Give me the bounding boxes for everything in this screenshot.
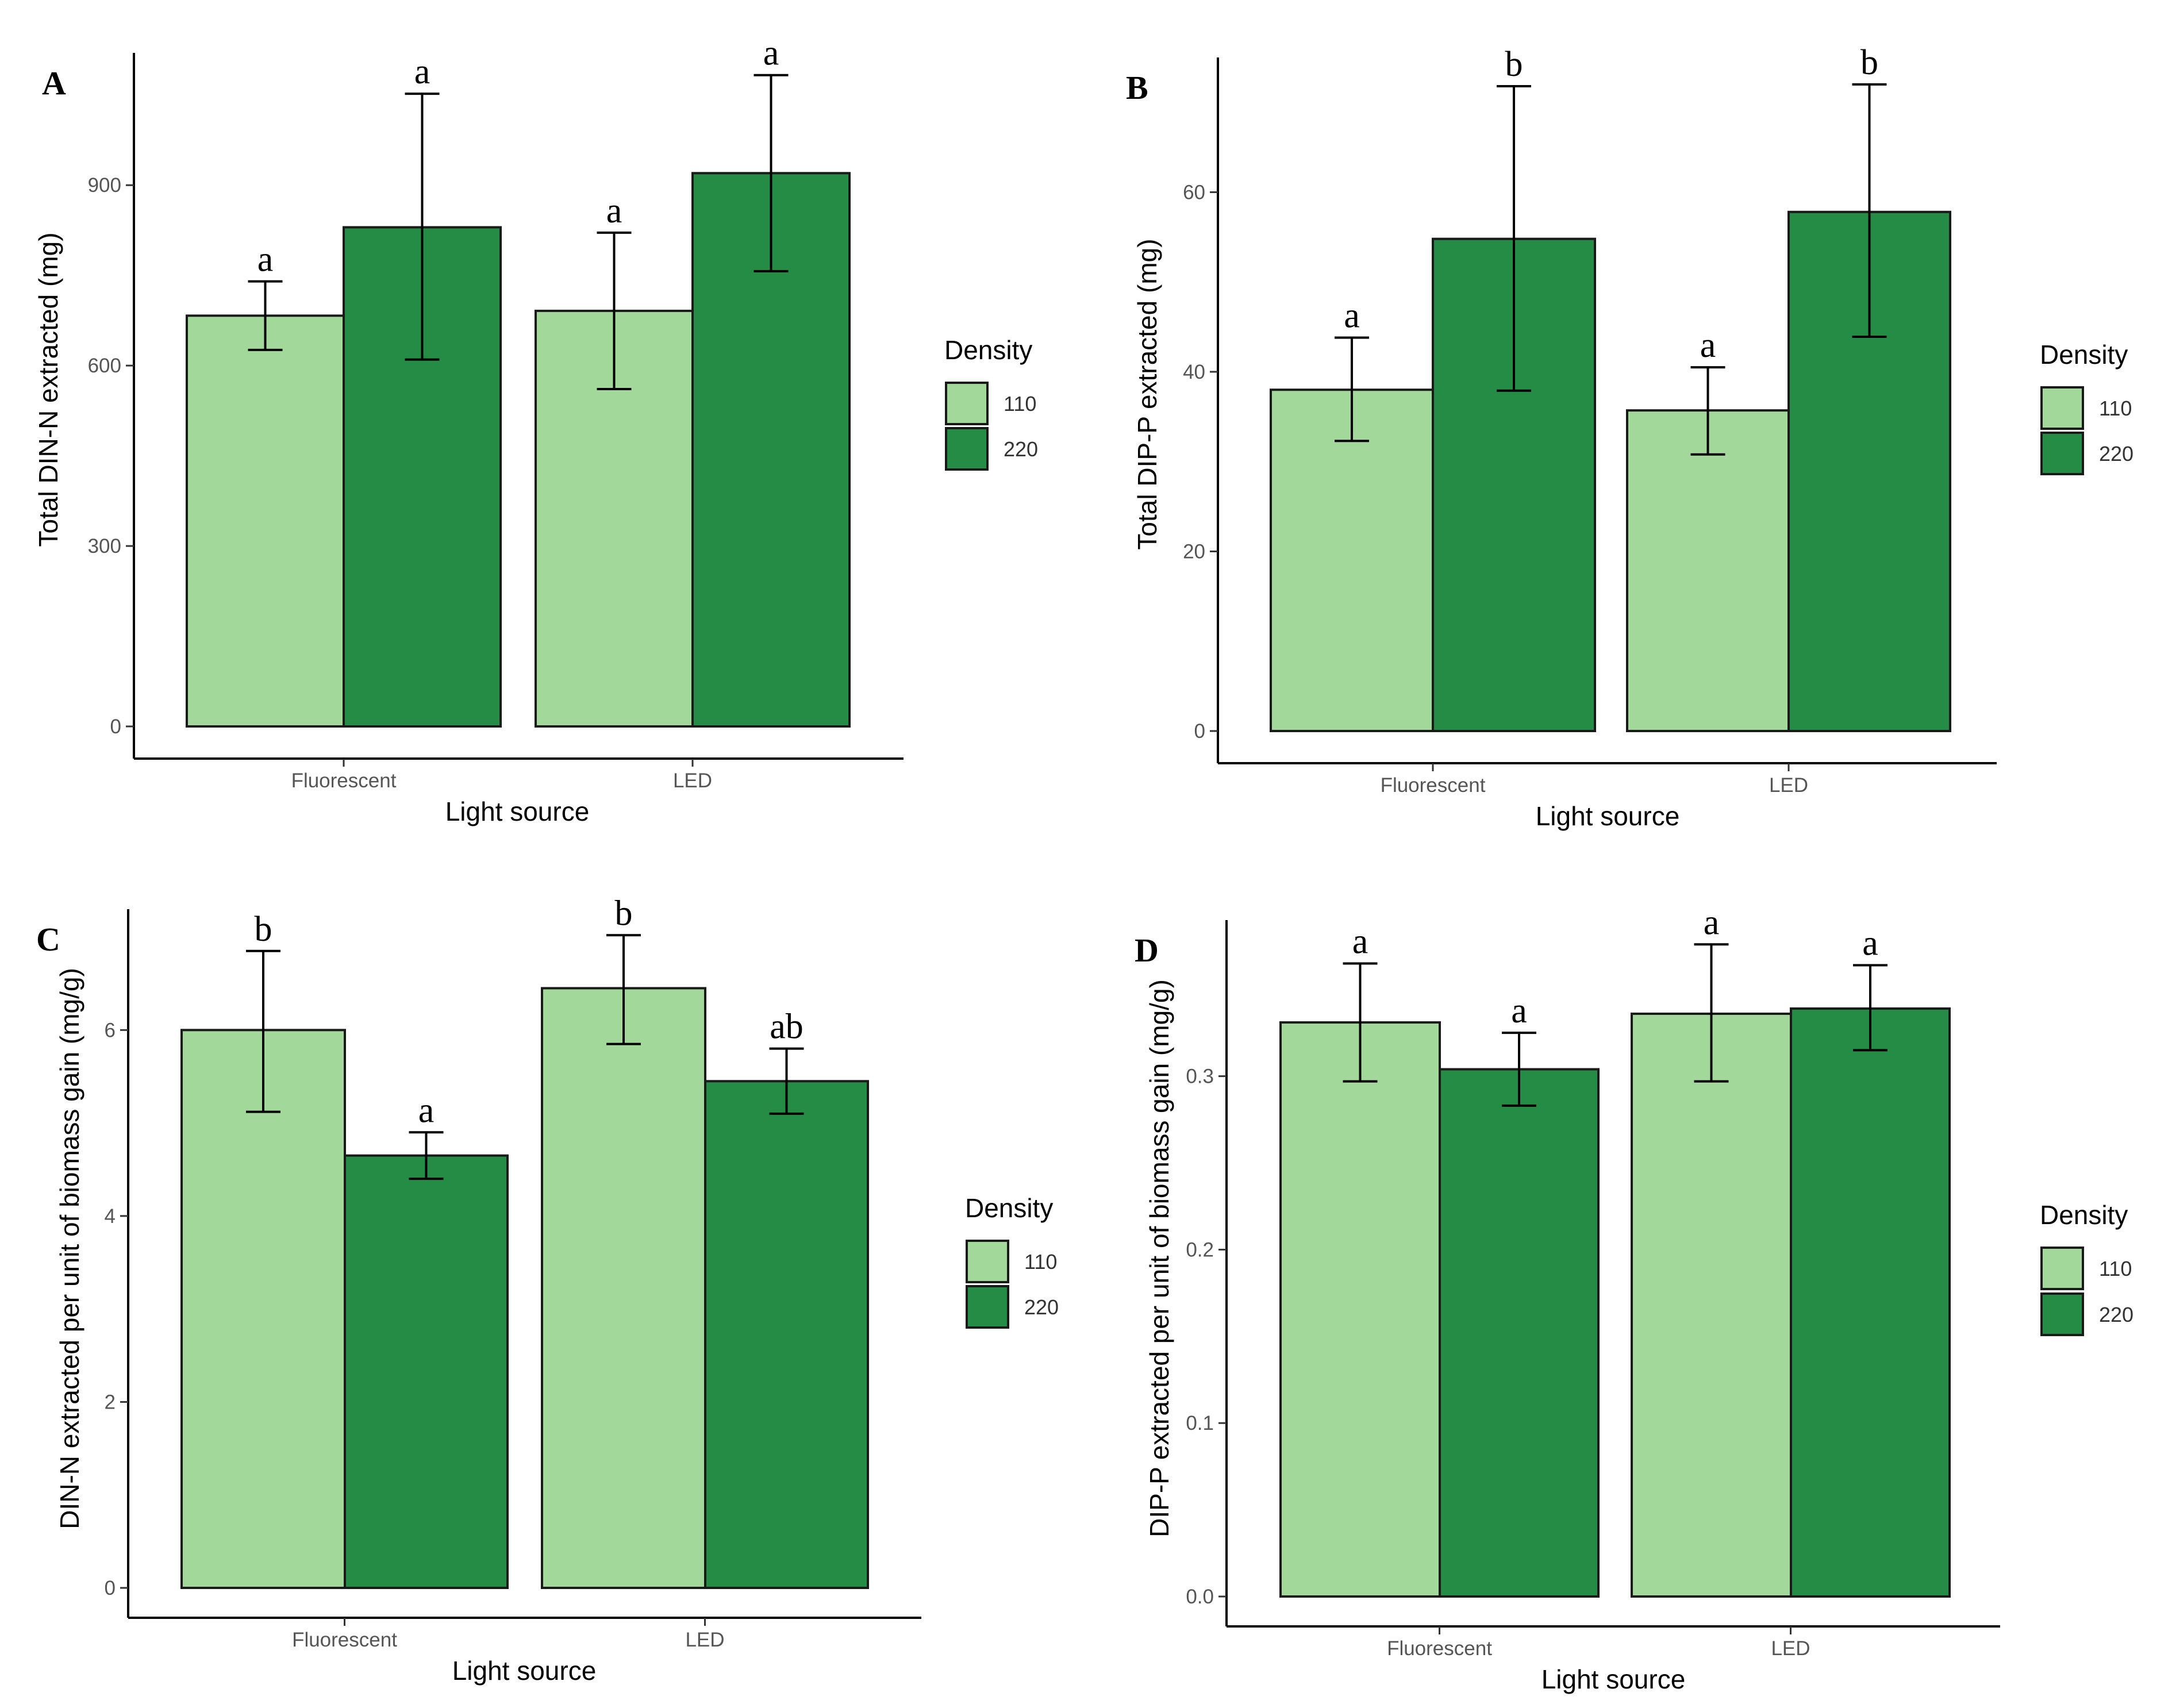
significance-letter: a — [414, 52, 430, 91]
bar-fluorescent-110 — [186, 314, 345, 728]
bar-fluorescent-110 — [1270, 388, 1434, 732]
x-tick-label: Fluorescent — [292, 1629, 397, 1651]
panel-letter: A — [42, 64, 66, 102]
significance-letter: a — [1352, 922, 1368, 961]
x-tick-label: LED — [1769, 774, 1808, 797]
x-tick-label: LED — [685, 1629, 724, 1651]
legend-swatch-110 — [966, 1240, 1009, 1283]
bar-led-110 — [541, 987, 706, 1589]
significance-letter: a — [1700, 326, 1716, 365]
legend-swatch-110 — [2040, 1247, 2084, 1290]
panel-letter: D — [1135, 932, 1159, 969]
significance-letter: a — [763, 34, 779, 73]
x-axis-label: Light source — [452, 1656, 597, 1686]
panel-letter: B — [1126, 69, 1148, 106]
x-axis-label: Light source — [445, 797, 590, 826]
significance-letter: ab — [770, 1007, 804, 1047]
x-tick-label: Fluorescent — [1381, 774, 1486, 797]
chart-panel-a: A 0 300 600 900 a a a a Fluorescent LED Light sourc… — [33, 34, 1038, 826]
y-tick-label: 0.3 — [1186, 1065, 1214, 1088]
y-axis-label: DIP-P extracted per unit of biomass gain… — [1144, 979, 1174, 1537]
significance-letter: a — [606, 191, 622, 230]
bar-fluorescent-220 — [344, 1154, 509, 1590]
legend-label: 220 — [2099, 442, 2133, 466]
legend-label: 110 — [2099, 1257, 2132, 1280]
significance-letter: b — [255, 910, 272, 949]
x-tick-label: LED — [1771, 1637, 1810, 1660]
y-tick-label: 0 — [1194, 720, 1205, 743]
y-axis-label: Total DIN-N extracted (mg) — [33, 232, 63, 547]
chart-panel-b: B 0 20 40 60 a a b b Fluorescent LED Light source To… — [1126, 43, 2133, 831]
y-tick-label: 600 — [88, 355, 121, 377]
x-axis-label: Light source — [1541, 1664, 1686, 1694]
y-tick-label: 4 — [105, 1205, 116, 1228]
y-tick-label: 40 — [1183, 361, 1205, 383]
chart-panel-d: D 0.0 0.1 0.2 0.3 a a a a Fluorescent LED Light sou… — [1135, 903, 2133, 1694]
bar-fluorescent-110 — [180, 1029, 346, 1589]
y-tick-label: 0.1 — [1186, 1412, 1214, 1434]
bar-led-110 — [1631, 1012, 1792, 1598]
legend-label: 220 — [1004, 437, 1038, 461]
significance-letter: a — [418, 1091, 435, 1130]
y-axis-label: Total DIP-P extracted (mg) — [1132, 238, 1162, 549]
significance-letter: b — [615, 894, 633, 933]
legend-label: 220 — [2099, 1303, 2133, 1326]
x-tick-label: LED — [673, 770, 712, 792]
bar-led-220 — [704, 1080, 869, 1590]
bar-fluorescent-110 — [1279, 1021, 1441, 1598]
legend-swatch-220 — [2040, 1292, 2084, 1336]
significance-letter: a — [1862, 924, 1878, 963]
y-tick-label: 2 — [105, 1391, 116, 1413]
legend-title: Density — [2040, 340, 2128, 370]
legend-label: 110 — [2099, 397, 2132, 420]
legend-swatch-110 — [945, 382, 989, 425]
legend-label: 110 — [1024, 1250, 1057, 1274]
y-tick-label: 0.2 — [1186, 1238, 1214, 1261]
chart-panel-c: C 0 2 4 6 b b a ab Fluorescent LED Light source DIN-… — [36, 894, 1059, 1686]
legend-swatch-220 — [945, 427, 989, 471]
x-tick-label: Fluorescent — [291, 770, 397, 792]
panel-letter: C — [36, 921, 60, 958]
y-axis-label: DIN-N extracted per unit of biomass gain… — [55, 968, 84, 1529]
legend-title: Density — [2040, 1200, 2128, 1230]
y-tick-label: 0 — [110, 715, 121, 738]
legend-title: Density — [944, 335, 1032, 365]
significance-letter: a — [1704, 903, 1720, 942]
legend-title: Density — [965, 1193, 1053, 1223]
x-tick-label: Fluorescent — [1387, 1637, 1492, 1660]
significance-letter: a — [257, 240, 274, 279]
legend-swatch-110 — [2040, 386, 2084, 430]
y-tick-label: 60 — [1183, 181, 1205, 203]
y-tick-label: 0 — [105, 1577, 116, 1599]
legend-label: 110 — [1004, 392, 1036, 416]
significance-letter: a — [1344, 297, 1360, 336]
significance-letter: b — [1860, 43, 1878, 82]
bar-led-220 — [1790, 1007, 1951, 1598]
legend-swatch-220 — [2040, 432, 2084, 475]
y-tick-label: 0.0 — [1186, 1586, 1214, 1608]
significance-letter: a — [1511, 991, 1527, 1030]
bar-led-110 — [1626, 409, 1790, 732]
legend-label: 220 — [1024, 1295, 1059, 1319]
bar-led-220 — [1787, 210, 1951, 732]
y-tick-label: 300 — [88, 535, 121, 557]
legend-swatch-220 — [966, 1285, 1009, 1329]
y-tick-label: 20 — [1183, 540, 1205, 563]
y-tick-label: 900 — [88, 174, 121, 197]
x-axis-label: Light source — [1536, 801, 1680, 831]
significance-letter: b — [1505, 45, 1523, 84]
bar-fluorescent-220 — [1439, 1068, 1600, 1598]
y-tick-label: 6 — [105, 1019, 116, 1041]
